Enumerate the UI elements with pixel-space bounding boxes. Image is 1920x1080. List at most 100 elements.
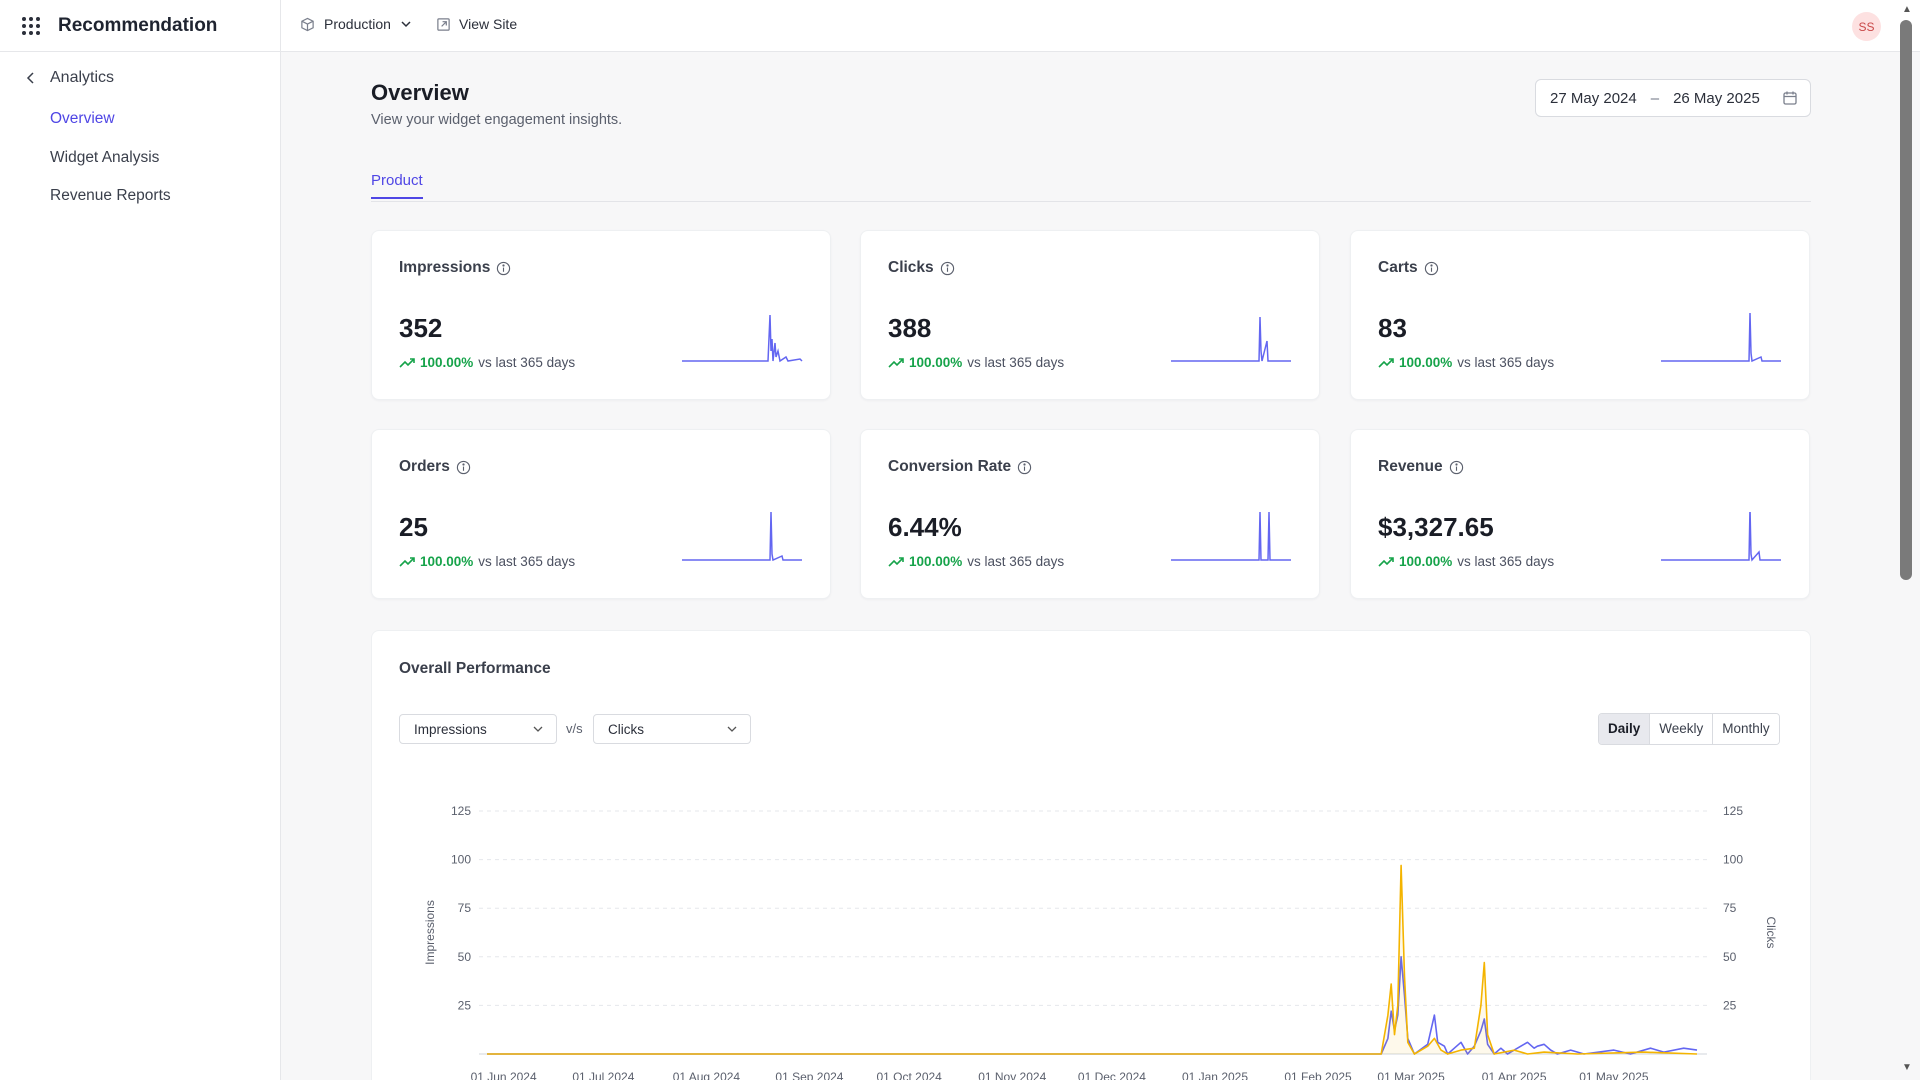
- granularity-weekly[interactable]: Weekly: [1650, 714, 1714, 744]
- environment-select[interactable]: Production: [300, 16, 412, 32]
- card-period: vs last 365 days: [1457, 554, 1555, 569]
- performance-title: Overall Performance: [399, 660, 551, 677]
- trend-up-icon: [399, 357, 415, 368]
- card-change: 100.00%: [420, 355, 474, 370]
- left-metric-value: Impressions: [414, 721, 487, 737]
- tab-product[interactable]: Product: [371, 172, 423, 199]
- y-tick-label-right: 75: [1723, 901, 1737, 915]
- chevron-left-icon: [26, 72, 34, 84]
- x-tick-label: 01 Apr 2025: [1482, 1070, 1547, 1080]
- x-tick-label: 01 Nov 2024: [978, 1070, 1046, 1080]
- sidebar: Analytics Overview Widget Analysis Reven…: [0, 52, 281, 1080]
- view-site-link[interactable]: View Site: [436, 16, 517, 32]
- metric-card-orders: Orders 25 100.00% vs last 365 days: [371, 429, 831, 599]
- trend-up-icon: [399, 556, 415, 567]
- app-title: Recommendation: [58, 15, 218, 36]
- card-trend: 100.00% vs last 365 days: [888, 554, 1064, 569]
- granularity-toggle: Daily Weekly Monthly: [1598, 713, 1780, 745]
- overall-performance-panel: Overall Performance Impressions v/s Clic…: [371, 630, 1811, 1080]
- user-avatar[interactable]: SS: [1852, 12, 1881, 41]
- y-tick-label-right: 125: [1723, 804, 1743, 818]
- info-icon[interactable]: [940, 261, 955, 276]
- info-icon[interactable]: [1424, 261, 1439, 276]
- left-metric-select[interactable]: Impressions: [399, 714, 557, 744]
- info-icon[interactable]: [496, 261, 511, 276]
- y-tick-label-right: 25: [1723, 998, 1737, 1012]
- trend-up-icon: [888, 357, 904, 368]
- sidebar-item-overview[interactable]: Overview: [50, 110, 115, 127]
- trend-up-icon: [1378, 357, 1394, 368]
- card-label-text: Conversion Rate: [888, 458, 1012, 475]
- x-tick-label: 01 Oct 2024: [876, 1070, 942, 1080]
- card-period: vs last 365 days: [967, 554, 1065, 569]
- y-axis-title-left: Impressions: [423, 900, 437, 965]
- info-icon[interactable]: [1017, 460, 1032, 475]
- divider: [280, 0, 281, 52]
- card-trend: 100.00% vs last 365 days: [1378, 554, 1554, 569]
- y-tick-label-left: 100: [451, 853, 471, 867]
- sidebar-item-widget-analysis[interactable]: Widget Analysis: [50, 149, 160, 166]
- chevron-down-icon: [533, 726, 543, 732]
- x-tick-label: 01 May 2025: [1579, 1070, 1649, 1080]
- sidebar-back-label: Analytics: [50, 69, 115, 86]
- granularity-daily[interactable]: Daily: [1599, 714, 1651, 744]
- metric-card-impressions: Impressions 352 100.00% vs last 365 days: [371, 230, 831, 400]
- card-change: 100.00%: [909, 554, 963, 569]
- x-tick-label: 01 Aug 2024: [673, 1070, 741, 1080]
- card-label-text: Revenue: [1378, 458, 1443, 475]
- metric-card-revenue: Revenue $3,327.65 100.00% vs last 365 days: [1350, 429, 1810, 599]
- card-label: Conversion Rate: [888, 458, 1032, 476]
- card-trend: 100.00% vs last 365 days: [888, 355, 1064, 370]
- x-tick-label: 01 Mar 2025: [1377, 1070, 1445, 1080]
- info-icon[interactable]: [456, 460, 471, 475]
- card-label: Orders: [399, 458, 471, 476]
- metric-card-clicks: Clicks 388 100.00% vs last 365 days: [860, 230, 1320, 400]
- scrollbar-thumb[interactable]: [1900, 20, 1912, 580]
- sidebar-back-analytics[interactable]: Analytics: [26, 69, 114, 87]
- y-tick-label-left: 50: [458, 950, 472, 964]
- view-site-label: View Site: [459, 16, 518, 32]
- top-bar: Recommendation Production View Site SS: [0, 0, 1920, 52]
- series-line-clicks: [487, 864, 1698, 1055]
- app-launcher-icon[interactable]: [22, 17, 40, 35]
- tab-bar: Product: [371, 172, 1811, 202]
- chevron-down-icon: [401, 21, 411, 28]
- info-icon[interactable]: [1449, 460, 1464, 475]
- date-range-picker[interactable]: 27 May 2024 – 26 May 2025: [1535, 79, 1811, 117]
- y-tick-label-left: 25: [458, 998, 472, 1012]
- vs-label: v/s: [566, 721, 583, 736]
- card-label: Revenue: [1378, 458, 1464, 476]
- card-value: $3,327.65: [1378, 512, 1494, 542]
- chevron-down-icon: [727, 726, 737, 732]
- sparkline-conversion-rate: [1171, 512, 1291, 561]
- card-label-text: Impressions: [399, 259, 491, 276]
- card-label-text: Clicks: [888, 259, 934, 276]
- card-trend: 100.00% vs last 365 days: [1378, 355, 1554, 370]
- x-tick-label: 01 Dec 2024: [1078, 1070, 1146, 1080]
- y-tick-label-right: 50: [1723, 950, 1737, 964]
- box-icon: [301, 17, 314, 31]
- sparkline-revenue: [1661, 512, 1781, 562]
- card-value: 25: [399, 512, 428, 542]
- environment-label: Production: [324, 16, 391, 32]
- external-link-icon: [437, 17, 450, 31]
- x-tick-label: 01 Feb 2025: [1284, 1070, 1352, 1080]
- y-tick-label-left: 125: [451, 804, 471, 818]
- y-tick-label-left: 75: [458, 901, 472, 915]
- card-label: Clicks: [888, 259, 955, 277]
- trend-up-icon: [1378, 556, 1394, 567]
- sidebar-item-revenue-reports[interactable]: Revenue Reports: [50, 187, 171, 204]
- x-tick-label: 01 Jun 2024: [471, 1070, 537, 1080]
- sparkline-path: [1661, 512, 1781, 562]
- card-period: vs last 365 days: [478, 355, 576, 370]
- scroll-up-arrow[interactable]: ▲: [1902, 4, 1912, 15]
- sparkline-path: [1171, 316, 1291, 362]
- card-value: 83: [1378, 313, 1407, 343]
- scroll-down-arrow[interactable]: ▼: [1902, 1062, 1912, 1073]
- right-metric-select[interactable]: Clicks: [593, 714, 751, 744]
- card-value: 388: [888, 313, 932, 343]
- sparkline-path: [682, 314, 803, 363]
- granularity-monthly[interactable]: Monthly: [1713, 714, 1779, 744]
- series-area-clicks: [487, 865, 1697, 1054]
- calendar-icon: [1783, 91, 1797, 105]
